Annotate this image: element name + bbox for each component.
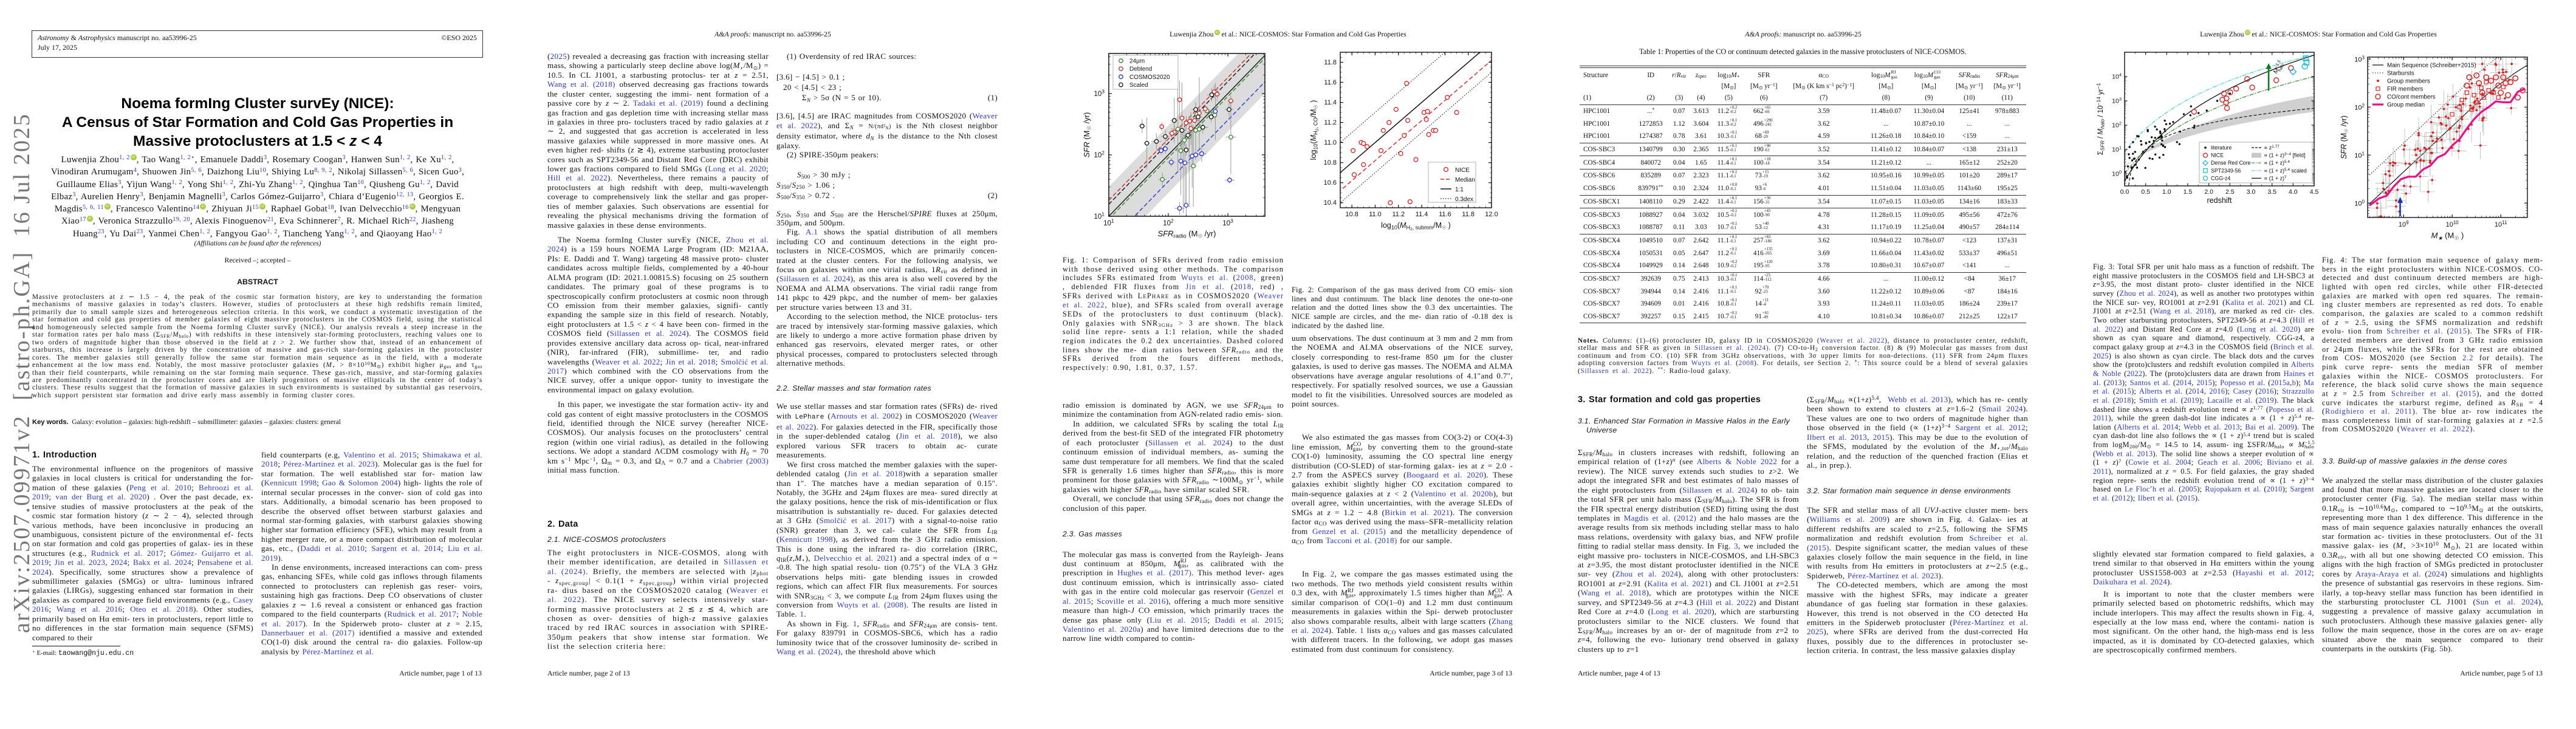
svg-text:102: 102: [2112, 121, 2122, 129]
svg-text:10.6: 10.6: [1324, 179, 1337, 187]
svg-text:100: 100: [2112, 169, 2122, 178]
svg-text:SFR (M☉ /yr): SFR (M☉ /yr): [1082, 112, 1092, 158]
svg-text:∝ (1 + z)7: ∝ (1 + z)7: [2264, 175, 2287, 181]
svg-text:COSMOS2020: COSMOS2020: [1129, 74, 1170, 81]
svg-text:11.6: 11.6: [1324, 79, 1337, 86]
svg-text:103: 103: [2112, 97, 2122, 105]
svg-text:102: 102: [1094, 150, 1105, 160]
svg-text:ΣSFR / Mhalo / 10−14 yr−1: ΣSFR / Mhalo / 10−14 yr−1: [2095, 83, 2106, 155]
svg-text:3.5: 3.5: [2267, 188, 2276, 196]
svg-text:Starbursts: Starbursts: [2387, 70, 2414, 77]
svg-text:24μm: 24μm: [1129, 58, 1145, 65]
svg-text:11.2: 11.2: [1324, 119, 1337, 126]
svg-text:101: 101: [2354, 151, 2365, 159]
svg-text:1010: 1010: [2446, 220, 2459, 228]
svg-text:∝ (1 + z)5.4: ∝ (1 + z)5.4: [2264, 160, 2290, 166]
svg-text:1:1: 1:1: [1455, 187, 1464, 193]
svg-text:SFRradio (M☉ /yr): SFRradio (M☉ /yr): [1158, 229, 1216, 240]
svg-text:Dense Red Core: Dense Red Core: [2211, 160, 2251, 166]
svg-text:M−1.5halo: M−1.5halo: [2272, 60, 2286, 76]
svg-text:Group median: Group median: [2387, 102, 2425, 109]
svg-text:2.0: 2.0: [2204, 188, 2213, 196]
svg-text:100: 100: [2354, 199, 2365, 207]
svg-text:∝ z1.77: ∝ z1.77: [2264, 145, 2280, 151]
svg-text:NICE: NICE: [1455, 167, 1470, 174]
svg-text:10.8: 10.8: [1345, 211, 1358, 218]
svg-text:FIR members: FIR members: [2387, 86, 2423, 93]
svg-text:Median: Median: [1455, 177, 1475, 183]
svg-text:∝ (1 + z)5.4 scaled: ∝ (1 + z)5.4 scaled: [2264, 168, 2307, 174]
svg-text:Deblend: Deblend: [1129, 66, 1152, 73]
svg-text:11.4: 11.4: [1324, 99, 1337, 106]
svg-text:Scaled: Scaled: [1129, 82, 1148, 89]
svg-text:NICE: NICE: [2211, 152, 2224, 159]
svg-text:Group members: Group members: [2387, 78, 2430, 85]
svg-text:10.8: 10.8: [1324, 159, 1337, 166]
svg-text:11.8: 11.8: [1324, 59, 1337, 66]
svg-text:literature: literature: [2211, 145, 2232, 151]
svg-text:102: 102: [1163, 218, 1174, 228]
svg-text:11.0: 11.0: [1324, 139, 1337, 146]
svg-text:11.4: 11.4: [1416, 211, 1428, 218]
svg-text:103: 103: [2354, 55, 2365, 63]
svg-text:3.0: 3.0: [2247, 188, 2256, 196]
svg-text:11.6: 11.6: [1439, 211, 1451, 218]
svg-text:Main Sequence (Schreiber+2015): Main Sequence (Schreiber+2015): [2387, 63, 2476, 69]
svg-text:1.5: 1.5: [2184, 188, 2193, 196]
svg-text:log10(MH2, submm/M☉ ): log10(MH2, submm/M☉ ): [1381, 221, 1451, 231]
svg-text:∝ (1 + z)3−4 [field]: ∝ (1 + z)3−4 [field]: [2264, 152, 2305, 159]
svg-text:SFR (M☉ /yr): SFR (M☉ /yr): [2340, 115, 2349, 159]
svg-text:0.5: 0.5: [2141, 188, 2150, 196]
svg-text:101: 101: [2112, 145, 2122, 154]
svg-text:redshift: redshift: [2207, 196, 2233, 205]
svg-text:CO/cont members: CO/cont members: [2387, 94, 2436, 101]
svg-text:4.5: 4.5: [2310, 188, 2319, 196]
svg-text:109: 109: [2399, 220, 2409, 228]
svg-text:SPT2349-56: SPT2349-56: [2211, 168, 2241, 174]
svg-text:2.5: 2.5: [2225, 188, 2235, 196]
svg-text:0.0: 0.0: [2120, 188, 2129, 196]
svg-text:M★ (M☉ ): M★ (M☉ ): [2431, 231, 2464, 241]
svg-text:1.0: 1.0: [2162, 188, 2171, 196]
svg-text:12.0: 12.0: [1485, 211, 1498, 218]
svg-text:0.3dex: 0.3dex: [1455, 196, 1473, 203]
svg-text:11.8: 11.8: [1462, 211, 1475, 218]
svg-text:4.0: 4.0: [2289, 188, 2298, 196]
svg-text:CGG-z4: CGG-z4: [2211, 175, 2230, 181]
svg-text:10.4: 10.4: [1324, 199, 1337, 207]
svg-text:103: 103: [1094, 89, 1105, 98]
svg-text:11.2: 11.2: [1392, 211, 1405, 218]
svg-text:log10(MH2, CO/M☉ ): log10(MH2, CO/M☉ ): [1309, 100, 1320, 160]
svg-text:101: 101: [1094, 211, 1105, 221]
svg-text:103: 103: [1222, 218, 1233, 228]
svg-text:102: 102: [2354, 103, 2365, 111]
svg-text:104: 104: [2112, 72, 2122, 81]
svg-text:101: 101: [1103, 218, 1114, 228]
svg-text:11.0: 11.0: [1369, 211, 1382, 218]
